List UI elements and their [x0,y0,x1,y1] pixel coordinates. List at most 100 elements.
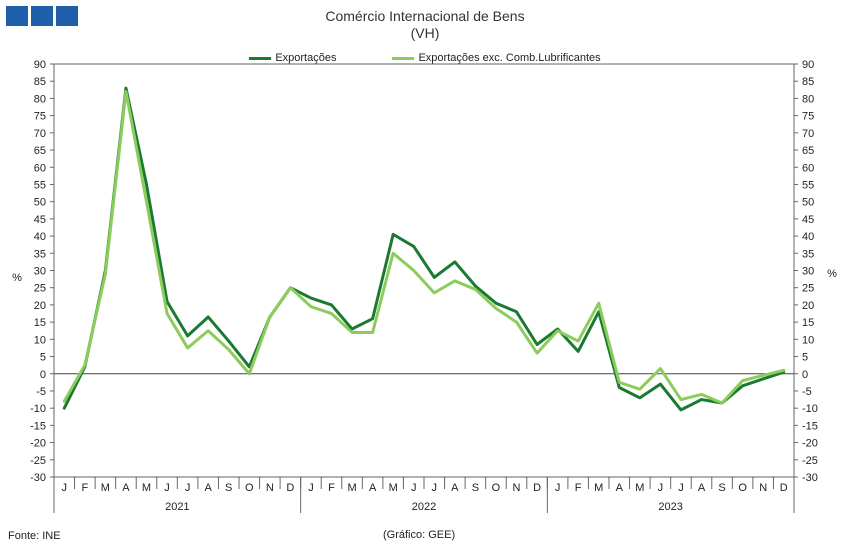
y-tick-label-left: 45 [34,214,46,226]
y-tick-label-right: -15 [802,420,818,432]
x-tick-label: J [185,482,191,494]
y-tick-label-left: 65 [34,145,46,157]
y-tick-label-right: -5 [802,386,812,398]
x-tick-label: S [225,482,232,494]
plot-frame [53,63,795,478]
y-tick-label-right: 85 [802,76,814,88]
y-tick-label-left: -10 [30,403,46,415]
y-tick-label-left: 10 [34,334,46,346]
y-tick-label-right: 65 [802,145,814,157]
x-tick-label: D [533,482,541,494]
x-tick-label: D [780,482,788,494]
y-tick-label-right: 45 [802,214,814,226]
x-tick-label: J [411,482,417,494]
x-tick-label: J [62,482,68,494]
y-tick-label-right: 70 [802,128,814,140]
series-line-exportacoes-exc [62,90,786,405]
x-tick-label: D [286,482,294,494]
x-tick-label: F [575,482,582,494]
y-tick-label-left: -5 [36,386,46,398]
y-tick-label-right: 0 [802,369,808,381]
y-tick-label-left: 20 [34,300,46,312]
x-tick-label: A [122,482,130,494]
x-tick-label: A [204,482,212,494]
x-tick-label: S [472,482,479,494]
legend-swatch [392,56,415,60]
x-tick-label: M [635,482,644,494]
y-tick-label-left: 35 [34,248,46,260]
x-year-label: 2022 [412,501,436,513]
chart-title-line2: (VH) [410,25,440,41]
legend-item-exportacoes-exc: Exportações exc. Comb.Lubrificantes [392,52,601,64]
x-tick-label: O [492,482,501,494]
y-tick-label-right: -30 [802,472,818,484]
x-tick-label: J [432,482,438,494]
logo-square [6,6,28,26]
y-tick-label-left: 15 [34,317,46,329]
y-tick-label-right: 35 [802,248,814,260]
x-tick-label: M [101,482,110,494]
y-tick-label-right: 20 [802,300,814,312]
y-tick-label-right: -20 [802,438,818,450]
y-tick-label-right: 10 [802,334,814,346]
y-tick-label-left: 80 [34,93,46,105]
y-tick-label-left: -15 [30,420,46,432]
y-tick-label-left: 0 [40,369,46,381]
logo-square [31,6,53,26]
y-tick-label-left: 85 [34,76,46,88]
x-year-label: 2023 [658,501,682,513]
y-tick-label-left: 40 [34,231,46,243]
y-tick-label-left: 70 [34,128,46,140]
x-tick-label: J [308,482,314,494]
x-tick-label: S [718,482,725,494]
legend-label: Exportações [275,52,337,64]
x-tick-label: J [658,482,664,494]
y-tick-label-left: 5 [40,352,46,364]
y-tick-label-right: 15 [802,317,814,329]
y-tick-label-right: 25 [802,283,814,295]
y-axis-label-left: % [12,272,22,284]
x-tick-label: M [142,482,151,494]
y-tick-label-left: 30 [34,266,46,278]
legend-swatch [249,56,272,60]
chart-title: Comércio Internacional de Bens (VH) [0,8,850,42]
chart-credit: (Gráfico: GEE) [383,529,456,541]
x-tick-label: A [451,482,459,494]
x-tick-label: F [328,482,335,494]
y-tick-label-right: -25 [802,455,818,467]
logo-square [56,6,78,26]
y-tick-label-left: 75 [34,111,46,123]
series-line-exportacoes [62,86,786,412]
y-tick-label-left: -25 [30,455,46,467]
x-tick-label: N [759,482,767,494]
x-tick-label: J [678,482,684,494]
y-tick-label-right: 40 [802,231,814,243]
x-tick-label: O [245,482,254,494]
y-tick-label-right: 60 [802,162,814,174]
y-tick-label-left: 60 [34,162,46,174]
y-tick-label-right: 50 [802,197,814,209]
y-tick-label-right: 75 [802,111,814,123]
y-tick-label-right: -10 [802,403,818,415]
legend-item-exportacoes: Exportações [249,52,336,64]
y-tick-label-left: 25 [34,283,46,295]
y-tick-label-left: -20 [30,438,46,450]
x-tick-label: J [164,482,170,494]
legend-label: Exportações exc. Comb.Lubrificantes [418,52,601,64]
x-tick-label: A [616,482,624,494]
x-tick-label: N [266,482,274,494]
x-tick-label: A [698,482,706,494]
y-tick-label-left: 50 [34,197,46,209]
x-tick-label: A [369,482,377,494]
y-tick-label-left: 55 [34,179,46,191]
y-tick-label-right: 55 [802,179,814,191]
chart-legend: Exportações Exportações exc. Comb.Lubrif… [0,52,850,64]
y-tick-label-right: 90 [802,59,814,71]
chart-title-line1: Comércio Internacional de Bens [325,8,525,24]
x-tick-label: M [389,482,398,494]
x-tick-label: J [555,482,561,494]
y-tick-label-right: 5 [802,352,808,364]
x-tick-label: M [347,482,356,494]
y-tick-label-right: 30 [802,266,814,278]
